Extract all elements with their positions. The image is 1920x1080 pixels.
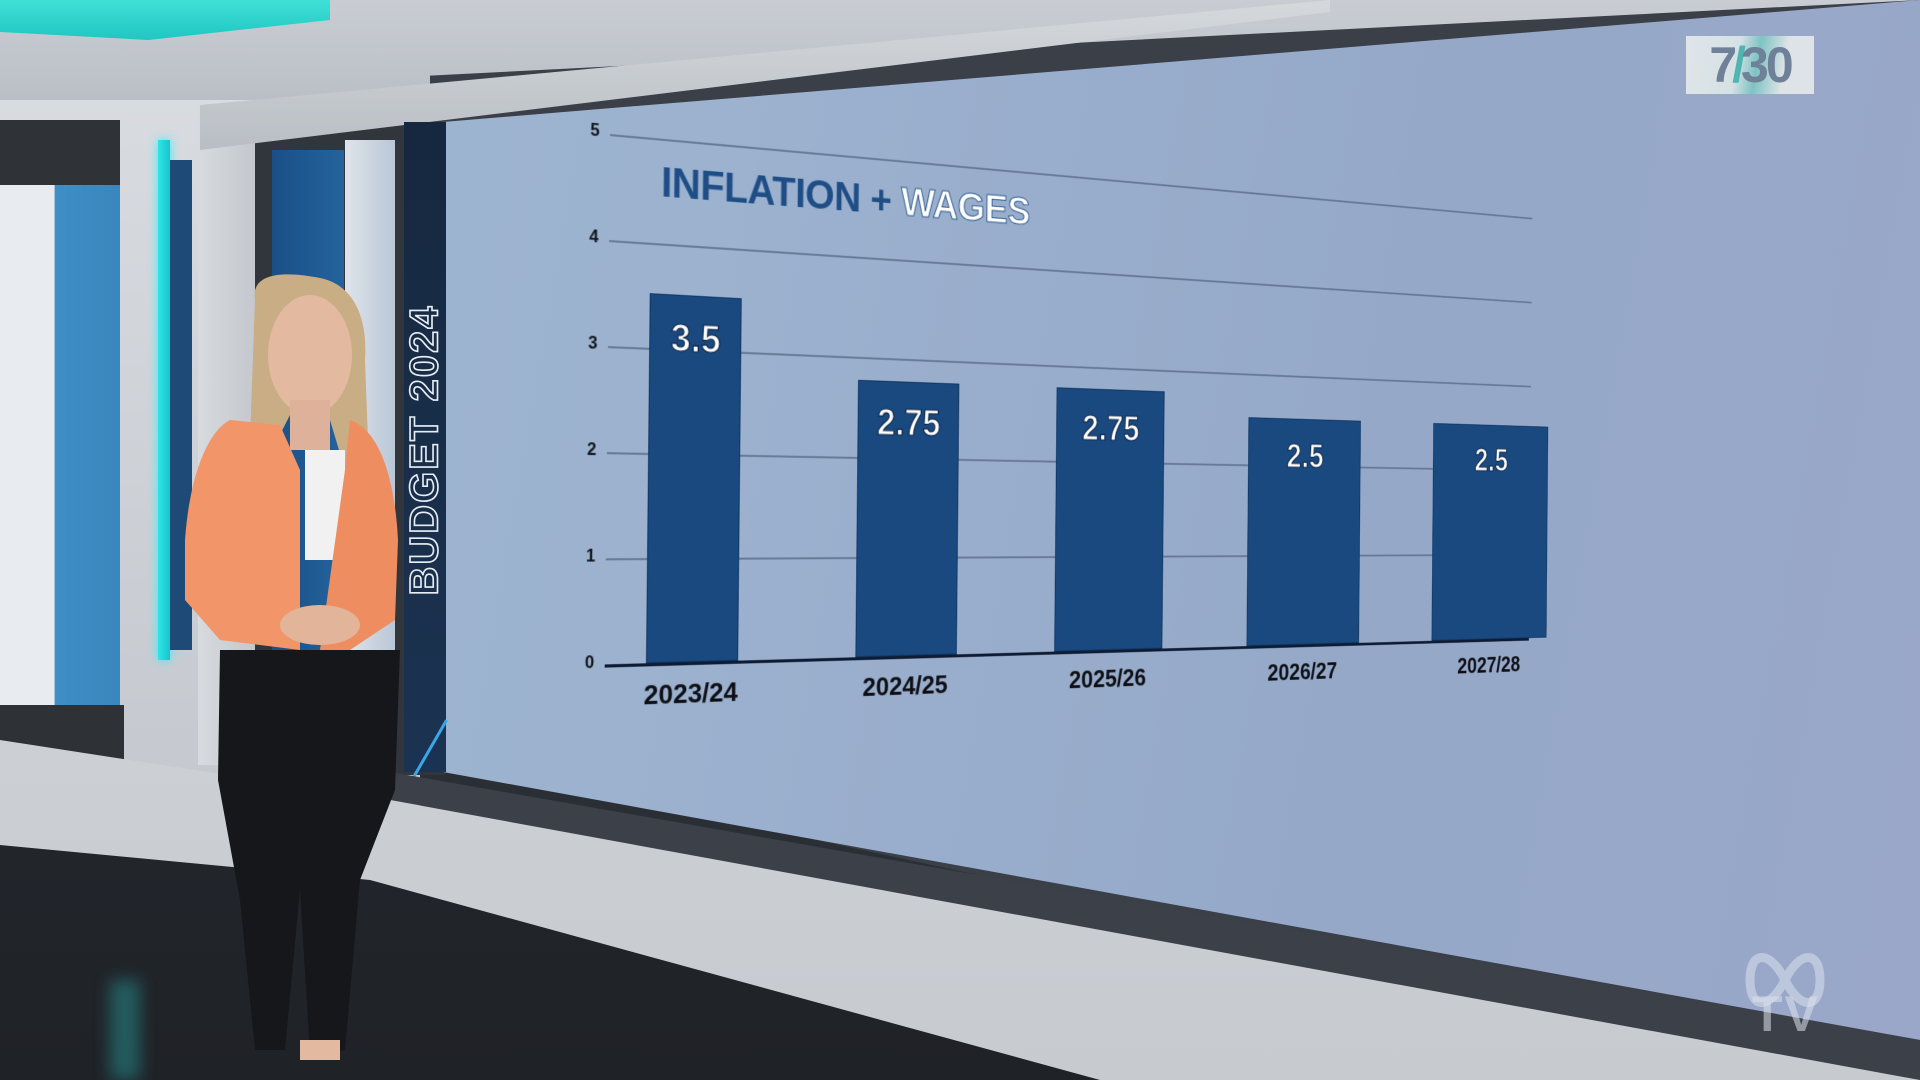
bar-2027-28: 2.5: [1431, 423, 1549, 641]
floor-reflection: [110, 980, 140, 1080]
studio-pillar: [198, 105, 258, 765]
bar-2026-27: 2.5: [1246, 417, 1361, 647]
left-studio-screen: [0, 185, 120, 705]
x-label-2027-28: 2027/28: [1457, 650, 1521, 679]
x-label-2026-27: 2026/27: [1267, 656, 1338, 687]
program-logo-730: 7/30: [1686, 36, 1814, 94]
bar-value-label: 2.5: [1474, 442, 1509, 479]
bar-chart: INFLATION + WAGES 5 4 3 2 1 3.5: [441, 75, 1552, 845]
y-tick-2: 2: [587, 441, 597, 460]
y-tick-1: 1: [585, 547, 596, 566]
chart-stage: INFLATION + WAGES 5 4 3 2 1 3.5: [445, 110, 1920, 870]
cyan-light-pillar: [158, 140, 170, 660]
x-label-2025-26: 2025/26: [1068, 662, 1147, 694]
y-tick-5: 5: [590, 121, 600, 141]
wall-light-strip: [345, 140, 395, 750]
network-watermark: TV: [1752, 986, 1820, 1042]
segment-label: BUDGET 2024: [402, 304, 448, 597]
bar-value-label: 3.5: [670, 316, 722, 362]
bar-2024-25: 2.75: [855, 379, 960, 658]
x-label-2024-25: 2024/25: [862, 669, 948, 703]
bar-value-label: 2.75: [1081, 408, 1140, 449]
y-tick-3: 3: [588, 334, 598, 354]
logo-30: 30: [1741, 37, 1794, 93]
plot-area: 5 4 3 2 1 3.5 2.75 2.75: [585, 122, 1549, 711]
left-dark-panel: [0, 120, 120, 190]
pillar-blue-inlay: [170, 160, 192, 650]
budget-side-band: [404, 122, 448, 782]
bar-2023-24: 3.5: [646, 293, 742, 664]
bar-2025-26: 2.75: [1054, 387, 1165, 652]
abc-lissajous-icon: [1745, 953, 1825, 1007]
y-tick-0: 0: [584, 654, 595, 673]
bar-value-label: 2.75: [876, 401, 941, 445]
logo-slash: /: [1732, 37, 1746, 93]
y-tick-4: 4: [589, 228, 599, 247]
logo-7: 7: [1709, 37, 1737, 93]
bar-value-label: 2.5: [1286, 437, 1325, 476]
wall-blue-strip: [272, 150, 344, 750]
x-label-2023-24: 2023/24: [643, 676, 738, 711]
bars-layer: 3.5 2.75 2.75 2.5 2.5: [605, 134, 1549, 664]
